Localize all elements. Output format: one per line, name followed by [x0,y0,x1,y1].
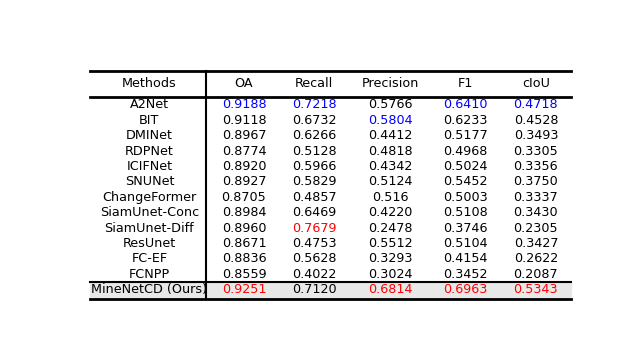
Text: 0.4528: 0.4528 [514,114,558,127]
Text: ICIFNet: ICIFNet [126,160,172,173]
Text: FC-EF: FC-EF [131,253,168,265]
Text: 0.8671: 0.8671 [221,237,266,250]
Text: F1: F1 [458,77,474,90]
Text: FCNPP: FCNPP [129,268,170,281]
Text: 0.2087: 0.2087 [513,268,558,281]
Text: SNUNet: SNUNet [125,175,174,188]
Text: 0.4857: 0.4857 [292,191,337,204]
Text: 0.8705: 0.8705 [221,191,266,204]
Text: 0.4154: 0.4154 [444,253,488,265]
Text: 0.5343: 0.5343 [513,283,558,296]
Text: 0.2305: 0.2305 [513,221,558,235]
Text: MineNetCD (Ours): MineNetCD (Ours) [92,283,207,296]
Text: Precision: Precision [361,77,419,90]
Text: 0.4220: 0.4220 [368,206,412,219]
Text: Methods: Methods [122,77,177,90]
Text: 0.3746: 0.3746 [444,221,488,235]
Text: 0.8920: 0.8920 [221,160,266,173]
Text: 0.6732: 0.6732 [292,114,337,127]
Text: 0.8984: 0.8984 [221,206,266,219]
Text: 0.3293: 0.3293 [368,253,412,265]
Text: 0.6266: 0.6266 [292,129,337,142]
Text: 0.5804: 0.5804 [367,114,412,127]
Text: 0.2622: 0.2622 [514,253,558,265]
Text: BIT: BIT [139,114,159,127]
Text: 0.3356: 0.3356 [513,160,558,173]
Text: 0.5177: 0.5177 [444,129,488,142]
Text: DMINet: DMINet [126,129,173,142]
Text: 0.4022: 0.4022 [292,268,337,281]
Text: 0.5512: 0.5512 [367,237,412,250]
Text: 0.5128: 0.5128 [292,145,337,158]
Text: 0.8836: 0.8836 [221,253,266,265]
Text: 0.516: 0.516 [372,191,408,204]
Text: 0.5766: 0.5766 [368,98,412,111]
Text: 0.4412: 0.4412 [368,129,412,142]
Text: 0.8967: 0.8967 [221,129,266,142]
Text: 0.3452: 0.3452 [444,268,488,281]
Text: 0.9118: 0.9118 [221,114,266,127]
Text: 0.5024: 0.5024 [444,160,488,173]
Text: RDPNet: RDPNet [125,145,174,158]
Text: 0.8927: 0.8927 [221,175,266,188]
Text: 0.6469: 0.6469 [292,206,337,219]
Text: 0.3337: 0.3337 [513,191,558,204]
Text: 0.5124: 0.5124 [368,175,412,188]
Text: 0.7120: 0.7120 [292,283,337,296]
Text: 0.6410: 0.6410 [444,98,488,111]
Text: 0.3430: 0.3430 [513,206,558,219]
Text: 0.7218: 0.7218 [292,98,337,111]
Text: 0.9251: 0.9251 [221,283,266,296]
Text: 0.6233: 0.6233 [444,114,488,127]
Text: 0.6963: 0.6963 [444,283,488,296]
Text: 0.8559: 0.8559 [221,268,266,281]
Text: 0.4718: 0.4718 [513,98,558,111]
Text: Recall: Recall [295,77,333,90]
Text: 0.4342: 0.4342 [368,160,412,173]
Text: 0.3305: 0.3305 [513,145,558,158]
Text: 0.3750: 0.3750 [513,175,558,188]
Text: 0.3427: 0.3427 [514,237,558,250]
Text: 0.9188: 0.9188 [221,98,266,111]
Text: 0.6814: 0.6814 [368,283,412,296]
Text: 0.3024: 0.3024 [368,268,412,281]
Text: 0.2478: 0.2478 [368,221,412,235]
Text: 0.5628: 0.5628 [292,253,337,265]
Text: 0.5003: 0.5003 [444,191,488,204]
Text: OA: OA [235,77,253,90]
Text: cIoU: cIoU [522,77,550,90]
Text: 0.4818: 0.4818 [367,145,412,158]
Text: A2Net: A2Net [130,98,169,111]
Text: 0.5104: 0.5104 [444,237,488,250]
Text: SiamUnet-Conc: SiamUnet-Conc [100,206,199,219]
Text: SiamUnet-Diff: SiamUnet-Diff [104,221,194,235]
Text: 0.5452: 0.5452 [444,175,488,188]
Text: 0.8774: 0.8774 [221,145,266,158]
Text: ChangeFormer: ChangeFormer [102,191,196,204]
Text: 0.3493: 0.3493 [514,129,558,142]
Bar [90,282,571,297]
Text: ResUnet: ResUnet [123,237,176,250]
Text: 0.4753: 0.4753 [292,237,337,250]
Text: 0.4968: 0.4968 [444,145,488,158]
Text: 0.5829: 0.5829 [292,175,337,188]
Text: 0.5108: 0.5108 [444,206,488,219]
Text: 0.5966: 0.5966 [292,160,337,173]
Text: 0.7679: 0.7679 [292,221,337,235]
Text: 0.8960: 0.8960 [221,221,266,235]
